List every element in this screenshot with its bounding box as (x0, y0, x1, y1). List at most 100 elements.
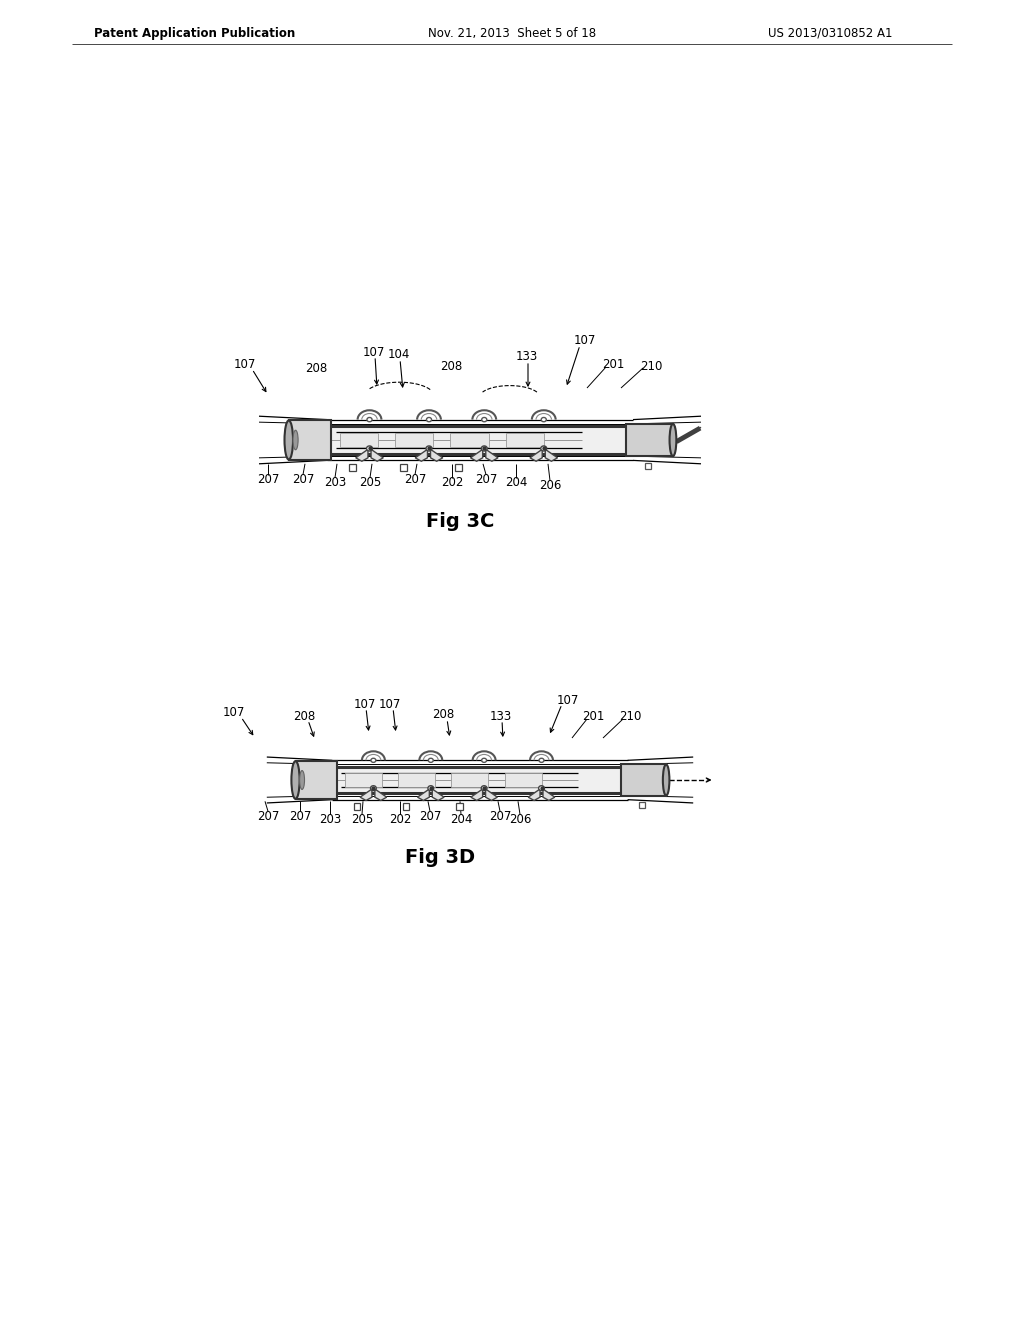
Ellipse shape (539, 758, 544, 763)
Ellipse shape (367, 417, 372, 421)
Bar (345, 774, 382, 787)
Polygon shape (485, 789, 498, 800)
Ellipse shape (293, 430, 298, 450)
Bar (327, 426, 633, 454)
Text: 107: 107 (557, 693, 580, 706)
Bar (340, 433, 378, 446)
Text: 107: 107 (573, 334, 596, 347)
Bar (402, 803, 410, 809)
Polygon shape (415, 449, 427, 461)
Polygon shape (543, 789, 555, 800)
Ellipse shape (481, 417, 486, 421)
Bar (645, 463, 651, 469)
Polygon shape (545, 449, 557, 461)
Bar (398, 774, 435, 787)
Text: 203: 203 (324, 477, 346, 490)
Bar (506, 433, 544, 446)
Text: 206: 206 (539, 479, 561, 492)
Text: US 2013/0310852 A1: US 2013/0310852 A1 (768, 26, 892, 40)
Text: Fig 3C: Fig 3C (426, 512, 495, 531)
Polygon shape (471, 789, 482, 800)
Text: 202: 202 (440, 477, 463, 490)
Text: 207: 207 (419, 809, 441, 822)
Text: 107: 107 (362, 346, 385, 359)
Text: 202: 202 (389, 813, 412, 826)
Text: 207: 207 (257, 809, 280, 822)
Bar (289, 421, 331, 459)
Text: 208: 208 (432, 709, 454, 722)
Text: 207: 207 (403, 473, 426, 486)
Text: 207: 207 (475, 473, 498, 486)
Ellipse shape (426, 446, 432, 451)
Text: 201: 201 (602, 358, 625, 371)
Text: Patent Application Publication: Patent Application Publication (94, 26, 296, 40)
Ellipse shape (426, 417, 431, 421)
Bar (349, 463, 356, 471)
Polygon shape (430, 449, 442, 461)
Text: 210: 210 (640, 359, 663, 372)
Polygon shape (375, 789, 387, 800)
Bar (452, 774, 488, 787)
Text: 207: 207 (257, 473, 280, 486)
Bar (400, 463, 407, 471)
Text: 107: 107 (379, 697, 401, 710)
Polygon shape (485, 449, 498, 461)
Polygon shape (470, 449, 482, 461)
Text: 107: 107 (233, 359, 256, 371)
Text: 208: 208 (440, 360, 462, 374)
Polygon shape (360, 789, 372, 800)
Text: Fig 3D: Fig 3D (404, 847, 475, 866)
Bar (451, 433, 488, 446)
Bar (621, 764, 667, 796)
Text: 201: 201 (582, 710, 604, 722)
Polygon shape (371, 449, 383, 461)
Ellipse shape (542, 417, 546, 421)
Text: 210: 210 (618, 710, 641, 722)
Text: 133: 133 (516, 351, 539, 363)
Text: 207: 207 (289, 809, 311, 822)
Ellipse shape (285, 421, 293, 459)
Polygon shape (528, 789, 540, 800)
Ellipse shape (428, 758, 433, 763)
Bar (395, 433, 433, 446)
Ellipse shape (541, 446, 547, 451)
Text: 205: 205 (358, 477, 381, 490)
Polygon shape (418, 789, 429, 800)
Bar (353, 803, 360, 809)
Text: 107: 107 (223, 706, 245, 719)
Ellipse shape (539, 785, 545, 791)
Bar (505, 774, 542, 787)
Ellipse shape (428, 785, 434, 791)
Ellipse shape (481, 785, 487, 791)
Ellipse shape (371, 758, 376, 763)
Ellipse shape (292, 762, 300, 799)
Text: 205: 205 (351, 813, 373, 826)
Bar (333, 767, 628, 793)
Text: 204: 204 (450, 813, 472, 826)
Ellipse shape (481, 446, 487, 451)
Text: 208: 208 (293, 710, 315, 722)
Text: 203: 203 (318, 813, 341, 826)
Text: 208: 208 (305, 362, 327, 375)
Text: 104: 104 (388, 348, 411, 362)
Polygon shape (530, 449, 543, 461)
Ellipse shape (300, 771, 304, 789)
Ellipse shape (481, 758, 486, 763)
Ellipse shape (670, 424, 676, 457)
Ellipse shape (367, 446, 373, 451)
Ellipse shape (371, 785, 376, 791)
Text: 207: 207 (488, 809, 511, 822)
Bar (296, 762, 337, 799)
Text: 207: 207 (292, 473, 314, 486)
Text: Nov. 21, 2013  Sheet 5 of 18: Nov. 21, 2013 Sheet 5 of 18 (428, 26, 596, 40)
Bar (639, 803, 645, 808)
Text: 133: 133 (489, 710, 512, 722)
Polygon shape (355, 449, 368, 461)
Bar (456, 463, 462, 471)
Bar (457, 803, 463, 809)
Polygon shape (432, 789, 444, 800)
Text: 206: 206 (509, 813, 531, 826)
Bar (627, 424, 673, 457)
Text: 107: 107 (354, 697, 376, 710)
Text: 204: 204 (505, 477, 527, 490)
